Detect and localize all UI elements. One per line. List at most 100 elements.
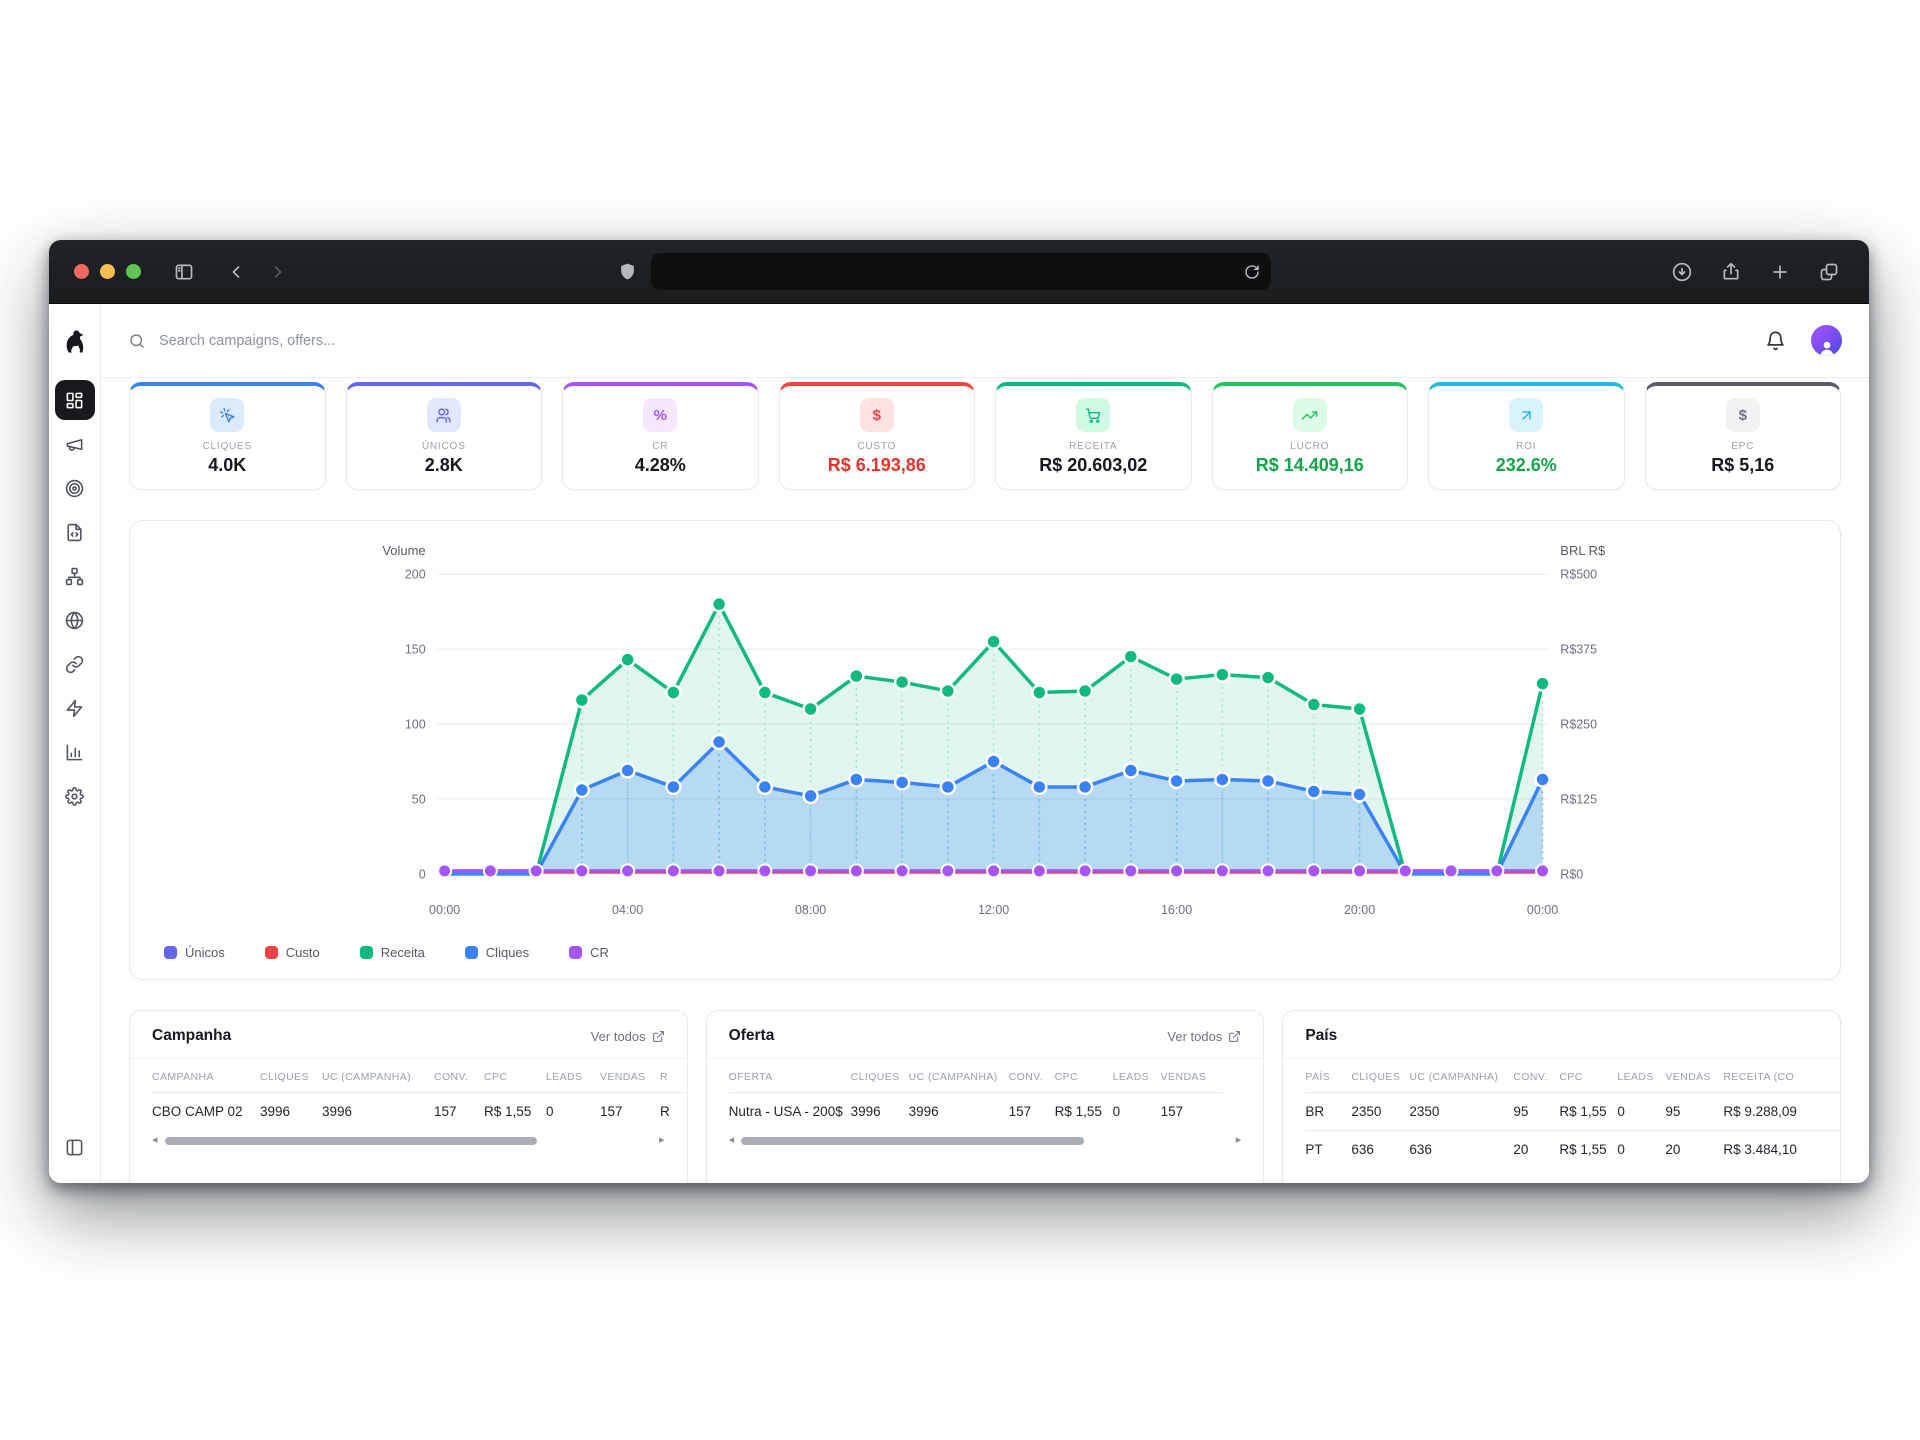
horizontal-scrollbar: ◂ ▸ (729, 1135, 1242, 1146)
search-input[interactable] (159, 332, 579, 349)
data-table: PAÍS CLIQUES UC (CAMPANHA) CONV. CPC LEADS VEN… (1305, 1059, 1840, 1168)
table-scroll-viewport: CAMPANHA CLIQUES UC (CAMPANHA) CONV. CPC LEAD… (152, 1059, 687, 1130)
share-button[interactable] (1716, 257, 1746, 287)
globe-icon (65, 611, 84, 630)
column-header: UC (CAMPANHA) (908, 1071, 998, 1083)
sidebar-item-domains[interactable] (55, 600, 95, 640)
address-bar[interactable] (651, 253, 1271, 290)
scroll-right-arrow[interactable]: ▸ (1235, 1134, 1242, 1146)
table-cell: R$ 9.288,09 (1723, 1092, 1840, 1131)
legend-item-cliques[interactable]: Cliques (464, 945, 529, 960)
table-card-header: Oferta Ver todos (706, 1011, 1264, 1059)
sidebar-item-settings[interactable] (55, 776, 95, 816)
table-row: Nutra - USA - 200$ 3996 3996 157 R$ 1,55 0 157 (728, 1092, 1264, 1130)
cursor-click-icon (210, 398, 245, 432)
column-header: CPC (1559, 1071, 1583, 1083)
data-table: OFERTA CLIQUES UC (CAMPANHA) CONV. CPC LEADS V… (728, 1059, 1264, 1130)
dollar-glyph-gray: $ (1738, 406, 1747, 424)
table-cell: CBO CAMP 02 (152, 1092, 260, 1130)
column-header: VENDAS (1160, 1071, 1207, 1083)
scroll-right-arrow[interactable]: ▸ (659, 1134, 665, 1146)
ver-todos-link[interactable]: Ver todos (591, 1029, 665, 1044)
minimize-button[interactable] (100, 264, 115, 279)
legend-item-cr[interactable]: CR (569, 945, 609, 960)
dollar-glyph: $ (859, 398, 894, 432)
column-header: VENDAS (1665, 1071, 1711, 1083)
kpi-value: 4.28% (634, 455, 686, 475)
sidebar (49, 304, 101, 1183)
sidebar-item-reports[interactable] (55, 732, 95, 772)
legend-item-receita[interactable]: Receita (359, 945, 425, 960)
table-card-pas: País PAÍS CLIQUES UC (CAMPANHA) CONV. CPC LEAD… (1282, 1010, 1841, 1183)
table-cell: BR (1305, 1092, 1352, 1131)
table-cell: R$ 1,55 (1054, 1092, 1113, 1130)
traffic-volume-chart: 0 R$0 50 R$125 100 R$250 150 R$375 200 R$500 Volum… (382, 543, 1605, 917)
top-bar (101, 304, 1869, 378)
zoom-button[interactable] (126, 264, 141, 279)
close-button[interactable] (74, 264, 89, 279)
legend-label: Únicos (185, 945, 225, 960)
scrollbar-thumb[interactable] (741, 1136, 1084, 1145)
table-cell: 95 (1513, 1092, 1560, 1131)
kpi-label: ÚNICOS (421, 441, 466, 452)
scroll-left-arrow[interactable]: ◂ (728, 1134, 735, 1146)
column-header: UC (CAMPANHA) (1409, 1071, 1499, 1083)
back-button[interactable] (221, 257, 251, 287)
sidebar-item-automation[interactable] (55, 688, 95, 728)
svg-text:00:00: 00:00 (1527, 903, 1558, 917)
scrollbar-thumb[interactable] (164, 1136, 537, 1145)
tab-overview-button[interactable] (1814, 257, 1844, 287)
network-icon (65, 567, 84, 586)
layout-dashboard-icon (65, 391, 84, 410)
external-link-icon (1228, 1030, 1241, 1043)
sidebar-item-links[interactable] (55, 644, 95, 684)
sidebar-item-funnels[interactable] (55, 556, 95, 596)
scrollbar-track[interactable] (164, 1136, 654, 1145)
kpi-row: CLIQUES 4.0K ÚNICOS 2.8K% CR 4.28% $ CUSTO R$ 6.… (129, 382, 1841, 490)
forward-button[interactable] (263, 257, 293, 287)
new-tab-button[interactable] (1765, 257, 1795, 287)
cliques-area (444, 741, 1543, 874)
legend-item-nicos[interactable]: Únicos (164, 945, 225, 960)
cart-icon (1076, 398, 1111, 432)
traffic-lights (74, 264, 141, 279)
app-root: CLIQUES 4.0K ÚNICOS 2.8K% CR 4.28% $ CUSTO R$ 6.… (49, 304, 1869, 1183)
column-header: LEADS (546, 1071, 583, 1083)
svg-text:08:00: 08:00 (795, 903, 826, 917)
table-cell: 157 (1008, 1092, 1055, 1130)
dollar-glyph-gray: $ (1725, 398, 1760, 432)
sidebar-item-campaigns[interactable] (55, 424, 95, 464)
users-icon (426, 398, 461, 432)
table-cell: 0 (546, 1092, 600, 1130)
svg-text:12:00: 12:00 (978, 903, 1009, 917)
column-header: LEADS (1112, 1071, 1150, 1083)
table-title: Oferta (728, 1027, 775, 1044)
ver-todos-link[interactable]: Ver todos (1167, 1029, 1241, 1044)
svg-text:00:00: 00:00 (429, 903, 460, 917)
sidebar-toggle-button[interactable] (169, 257, 199, 287)
scrollbar-track[interactable] (740, 1136, 1230, 1145)
data-table: CAMPANHA CLIQUES UC (CAMPANHA) CONV. CPC LEAD… (152, 1059, 687, 1130)
scroll-left-arrow[interactable]: ◂ (152, 1134, 158, 1146)
reload-button[interactable] (1244, 264, 1260, 280)
svg-text:R$0: R$0 (1560, 867, 1583, 881)
avatar[interactable] (1811, 325, 1842, 356)
sidebar-item-dashboard[interactable] (54, 380, 95, 420)
column-header: CONV. (1513, 1071, 1548, 1083)
table-cell: 3996 (850, 1092, 909, 1130)
column-header: OFERTA (728, 1071, 773, 1083)
browser-chrome (49, 240, 1869, 304)
legend-item-custo[interactable]: Custo (264, 945, 320, 960)
table-cell: 636 (1409, 1130, 1514, 1168)
notifications-button[interactable] (1765, 330, 1786, 351)
column-header: CPC (1054, 1071, 1079, 1083)
collapse-sidebar-button[interactable] (55, 1127, 95, 1167)
privacy-shield-icon (618, 262, 637, 281)
sidebar-nav (54, 380, 95, 816)
sidebar-item-landing-pages[interactable] (55, 512, 95, 552)
sidebar-item-offers[interactable] (55, 468, 95, 508)
download-button[interactable] (1667, 257, 1697, 287)
table-cell: R$ 3.484,10 (1723, 1130, 1840, 1168)
column-header: PAÍS (1305, 1071, 1331, 1083)
legend-swatch (264, 946, 278, 959)
